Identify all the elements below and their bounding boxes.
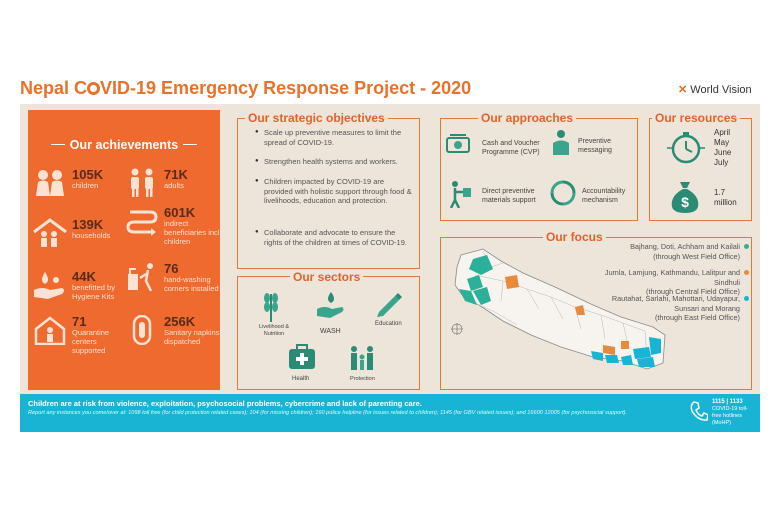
wheat-icon — [264, 293, 278, 322]
accountability-icon — [550, 180, 576, 206]
resources-heading: Our resources — [652, 111, 741, 125]
achievements-heading: Our achievements — [28, 136, 220, 154]
legend-dot-west — [744, 244, 749, 249]
approaches-heading: Our approaches — [478, 111, 577, 125]
hotline: 1115 | 1133 COVID-19 toll-free hotlines (… — [712, 399, 748, 426]
focus-heading: Our focus — [543, 230, 606, 244]
family-icon — [351, 346, 373, 370]
focus-item-east: Rautahat, Sarlahi, Mahottari, Udayapur, … — [611, 294, 740, 322]
achievement-handwashing: 76 hand-washing corners installed — [124, 262, 222, 293]
beneficiaries-icon — [126, 210, 158, 236]
svg-text:$: $ — [681, 194, 689, 210]
quarantine-icon — [34, 316, 66, 345]
banner-note: Report any instances you come/over at: 1… — [28, 410, 628, 416]
achievement-quarantine: 71 Quarantine centers supported — [32, 315, 126, 355]
focus-item-west: Bajhang, Doti, Achham and Kailali (throug… — [630, 242, 740, 261]
pencil-icon — [377, 293, 402, 317]
household-icon — [33, 218, 67, 247]
achievement-households: 139K households — [32, 218, 110, 248]
achievement-children: 105K children — [32, 168, 103, 198]
achievement-hygiene-kits: 44K benefitted by Hygiene Kits — [32, 270, 132, 301]
clock-icon — [667, 132, 705, 164]
nepal-map — [451, 248, 666, 370]
world-vision-logo: ✕ World Vision — [678, 84, 752, 96]
sectors-heading: Our sectors — [290, 270, 364, 284]
children-icon — [36, 170, 64, 196]
preventive-messaging-icon — [553, 130, 569, 155]
objective-item: Scale up preventive measures to limit th… — [255, 128, 412, 147]
adults-icon — [131, 168, 153, 197]
handwashing-icon — [128, 263, 153, 292]
cash-voucher-icon — [446, 134, 470, 153]
resource-amount: 1.7 million — [714, 188, 737, 207]
objective-item: Children impacted by COVID-19 are provid… — [255, 177, 412, 206]
warning-banner — [20, 394, 760, 432]
banner-headline: Children are at risk from violence, expl… — [28, 399, 422, 408]
achievement-sanitary-napkins: 256K Sanitary napkins dispatched — [124, 315, 222, 346]
first-aid-icon — [289, 344, 315, 369]
virus-icon — [87, 82, 101, 95]
achievements-panel: Our achievements 105K children 71K adults … — [28, 110, 222, 390]
sanitary-napkin-icon — [132, 315, 152, 345]
phone-icon — [690, 401, 708, 421]
objective-item: Strengthen health systems and workers. — [255, 157, 412, 167]
legend-dot-east — [744, 296, 749, 301]
resource-months: April May June July — [714, 128, 732, 167]
focus-item-central: Jumla, Lamjung, Kathmandu, Lalitpur and … — [604, 268, 740, 296]
materials-support-icon — [449, 181, 471, 208]
hygiene-kit-icon — [34, 272, 64, 299]
objectives-heading: Our strategic objectives — [245, 111, 388, 125]
page-title: Nepal C VID-19 Emergency Response Project… — [20, 78, 472, 98]
money-bag-icon: $ — [671, 182, 699, 213]
objective-item: Collaborate and advocate to ensure the r… — [255, 228, 412, 247]
legend-dot-central — [744, 270, 749, 275]
wash-icon — [317, 292, 344, 318]
achievement-adults: 71K adults — [124, 168, 188, 198]
achievement-indirect-beneficiaries: 601K indirect beneficiaries incl. childre… — [124, 206, 222, 246]
